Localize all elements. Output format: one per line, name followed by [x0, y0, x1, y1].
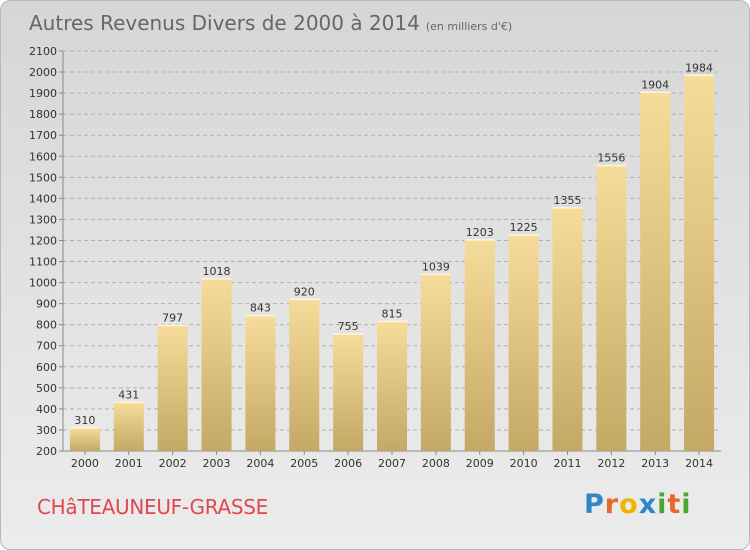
x-tick-label: 2004 — [246, 457, 274, 470]
bar — [420, 274, 451, 451]
bars — [69, 74, 715, 452]
x-tick-label: 2008 — [422, 457, 450, 470]
y-tick-label: 600 — [36, 361, 57, 374]
y-tick-label: 1800 — [29, 108, 57, 121]
x-tick-label: 2006 — [334, 457, 362, 470]
value-label: 843 — [250, 302, 271, 315]
bar — [464, 239, 495, 451]
y-tick-label: 1600 — [29, 150, 57, 163]
y-tick-label: 800 — [36, 319, 57, 332]
y-tick-label: 900 — [36, 298, 57, 311]
x-tick-label: 2013 — [641, 457, 669, 470]
y-tick-label: 2100 — [29, 45, 57, 58]
value-label: 1203 — [466, 226, 494, 239]
bar — [333, 334, 364, 451]
value-label: 797 — [162, 311, 183, 324]
value-label: 1039 — [422, 260, 450, 273]
y-tick-label: 700 — [36, 340, 57, 353]
chart-title-unit: (en milliers d'€) — [425, 20, 513, 33]
y-tick-label: 500 — [36, 382, 57, 395]
value-label: 755 — [338, 320, 359, 333]
bar — [69, 427, 100, 451]
value-label: 1984 — [685, 61, 713, 74]
bar — [508, 235, 539, 451]
y-tick-label: 1900 — [29, 87, 57, 100]
y-tick-labels: 200 300 400 500 600 700 800 900 1000 1100 1200 1300… — [29, 45, 57, 458]
y-tick-label: 300 — [36, 424, 57, 437]
value-label: 920 — [294, 285, 315, 298]
x-tick-label: 2002 — [159, 457, 187, 470]
y-tick-label: 1700 — [29, 129, 57, 142]
chart-title: Autres Revenus Divers de 2000 à 2014 (en … — [29, 11, 512, 35]
y-tick-label: 1300 — [29, 213, 57, 226]
value-label: 1018 — [203, 265, 231, 278]
logo-letter: r — [604, 489, 620, 520]
x-tick-label: 2011 — [553, 457, 581, 470]
bar — [684, 75, 715, 451]
x-tick-label: 2012 — [597, 457, 625, 470]
bar — [596, 165, 627, 452]
value-label: 1556 — [597, 152, 625, 165]
x-tick-label: 2005 — [290, 457, 318, 470]
y-tick-label: 200 — [36, 445, 57, 458]
value-label: 1904 — [641, 78, 669, 91]
bar — [201, 278, 232, 451]
place-name: CHâTEAUNEUF-GRASSE — [37, 495, 269, 519]
y-tick-label: 1000 — [29, 277, 57, 290]
value-label: 1225 — [510, 221, 538, 234]
x-tick-label: 2007 — [378, 457, 406, 470]
x-tick-label: 2009 — [466, 457, 494, 470]
bar — [377, 321, 407, 451]
bar — [289, 299, 320, 451]
x-tick-label: 2014 — [685, 457, 713, 470]
x-tick-labels: 2000 2001 2002 2003 2004 2005 2006 2007 2008 2009… — [71, 451, 713, 470]
logo-letter: i — [681, 489, 692, 520]
logo-letter: i — [657, 489, 668, 520]
value-label: 310 — [74, 414, 95, 427]
y-tick-label: 1200 — [29, 234, 57, 247]
value-label: 431 — [118, 388, 139, 401]
x-tick-label: 2003 — [203, 457, 231, 470]
bar — [113, 402, 144, 451]
logo-letter: t — [667, 489, 682, 520]
x-tick-label: 2010 — [510, 457, 538, 470]
y-tick-label: 1100 — [29, 256, 57, 269]
y-tick-label: 1400 — [29, 192, 57, 205]
bar — [157, 325, 188, 451]
x-tick-label: 2000 — [71, 457, 99, 470]
y-tick-label: 2000 — [29, 66, 57, 79]
chart-title-main: Autres Revenus Divers de 2000 à 2014 — [29, 11, 420, 35]
bar — [245, 315, 276, 451]
logo-letter: x — [638, 489, 658, 520]
value-label: 815 — [382, 308, 403, 321]
proxiti-logo: Proxiti — [584, 489, 692, 520]
bar — [552, 207, 583, 451]
bar — [640, 92, 671, 452]
value-label: 1355 — [553, 194, 581, 207]
logo-letter: P — [584, 489, 605, 520]
value-labels: 310 431 797 1018 843 920 755 815 1039 1203 1225 135… — [74, 61, 713, 426]
y-tick-label: 400 — [36, 403, 57, 416]
y-tick-label: 1500 — [29, 171, 57, 184]
x-tick-label: 2001 — [115, 457, 143, 470]
logo-letter: o — [619, 489, 639, 520]
